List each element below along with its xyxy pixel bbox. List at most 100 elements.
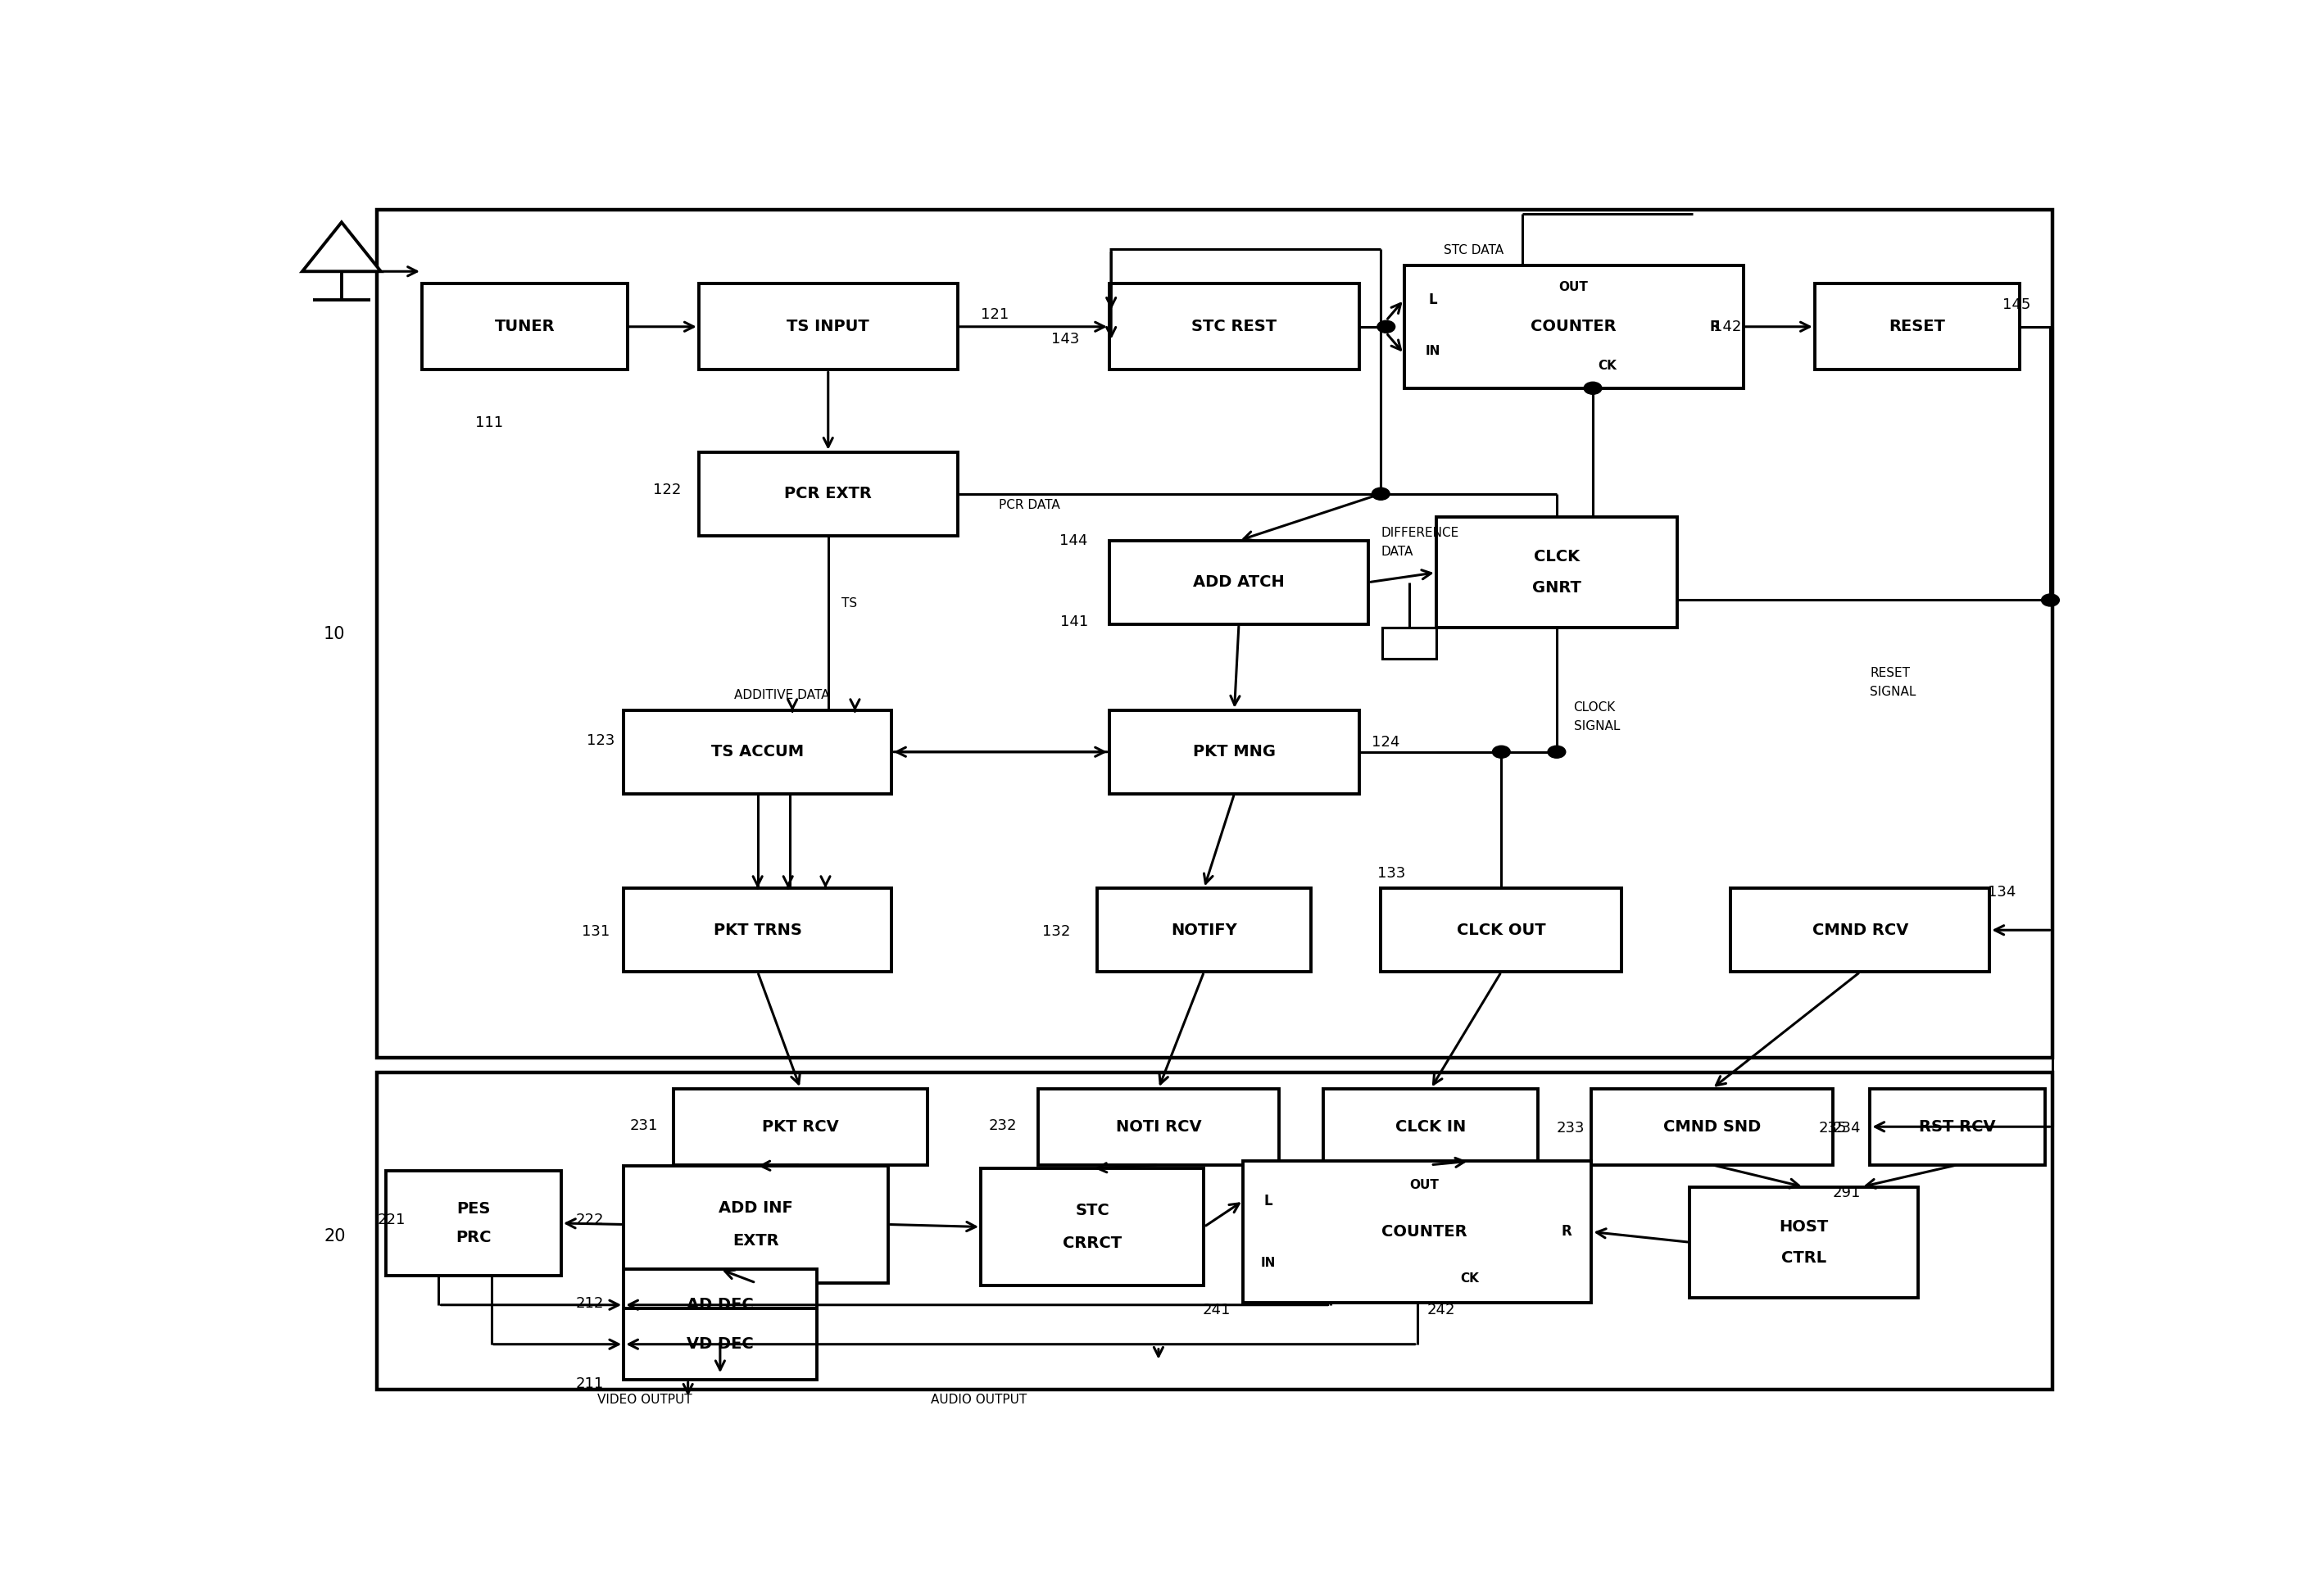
Circle shape	[1378, 321, 1396, 334]
Circle shape	[1371, 488, 1389, 500]
Bar	[422, 284, 627, 370]
Bar	[1435, 517, 1677, 627]
Text: SIGNAL: SIGNAL	[1871, 686, 1917, 697]
Bar	[378, 211, 2053, 1058]
Text: VD DEC: VD DEC	[687, 1336, 753, 1352]
Text: DIFFERENCE: DIFFERENCE	[1380, 527, 1458, 539]
Circle shape	[1583, 381, 1601, 394]
Text: CLCK IN: CLCK IN	[1396, 1119, 1465, 1135]
Bar	[698, 452, 958, 536]
Bar	[982, 1168, 1205, 1285]
Text: 10: 10	[323, 626, 346, 642]
Text: IN: IN	[1260, 1256, 1276, 1269]
Text: 234: 234	[1832, 1120, 1862, 1135]
Text: ADD ATCH: ADD ATCH	[1193, 575, 1286, 591]
Text: STC REST: STC REST	[1191, 319, 1276, 335]
Text: STC DATA: STC DATA	[1442, 244, 1502, 257]
Text: 132: 132	[1041, 924, 1069, 938]
Text: PKT RCV: PKT RCV	[763, 1119, 839, 1135]
Bar	[1382, 627, 1435, 659]
Text: 121: 121	[982, 306, 1009, 322]
Text: CLCK OUT: CLCK OUT	[1456, 922, 1546, 938]
Text: NOTI RCV: NOTI RCV	[1115, 1119, 1200, 1135]
Text: PKT TRNS: PKT TRNS	[714, 922, 802, 938]
Text: STC: STC	[1076, 1203, 1111, 1218]
Bar	[1689, 1187, 1919, 1298]
Bar	[1592, 1088, 1832, 1165]
Text: CRRCT: CRRCT	[1062, 1235, 1122, 1251]
Text: TS ACCUM: TS ACCUM	[712, 744, 804, 760]
Text: CMND SND: CMND SND	[1663, 1119, 1760, 1135]
Text: COUNTER: COUNTER	[1382, 1224, 1468, 1240]
Bar	[1244, 1162, 1592, 1302]
Text: 133: 133	[1378, 867, 1405, 881]
Text: 291: 291	[1832, 1186, 1862, 1200]
Text: ADD INF: ADD INF	[719, 1200, 793, 1216]
Text: RESET: RESET	[1889, 319, 1945, 335]
Text: IN: IN	[1426, 345, 1440, 358]
Text: RST RCV: RST RCV	[1919, 1119, 1995, 1135]
Text: CK: CK	[1461, 1272, 1479, 1285]
Bar	[1322, 1088, 1539, 1165]
Text: 232: 232	[988, 1119, 1016, 1133]
Text: 242: 242	[1426, 1302, 1456, 1317]
Text: HOST: HOST	[1779, 1219, 1829, 1235]
Text: CK: CK	[1599, 359, 1617, 372]
Text: PCR DATA: PCR DATA	[998, 498, 1060, 511]
Text: 124: 124	[1371, 734, 1401, 750]
Text: 241: 241	[1203, 1302, 1230, 1317]
Bar	[624, 1167, 887, 1283]
Text: PRC: PRC	[456, 1231, 491, 1245]
Text: NOTIFY: NOTIFY	[1170, 922, 1237, 938]
Text: PES: PES	[456, 1200, 491, 1216]
Text: R: R	[1710, 319, 1719, 334]
Bar	[624, 1269, 816, 1341]
Text: 222: 222	[576, 1213, 604, 1227]
Text: 134: 134	[1988, 884, 2016, 900]
Text: 233: 233	[1555, 1120, 1585, 1135]
Bar	[387, 1171, 562, 1275]
Text: PCR EXTR: PCR EXTR	[783, 487, 871, 501]
Text: TUNER: TUNER	[495, 319, 555, 335]
Polygon shape	[302, 222, 380, 271]
Bar	[1111, 284, 1359, 370]
Text: L: L	[1428, 292, 1438, 306]
Bar	[624, 1309, 816, 1381]
Bar	[1111, 541, 1369, 624]
Text: COUNTER: COUNTER	[1530, 319, 1617, 335]
Text: VIDEO OUTPUT: VIDEO OUTPUT	[597, 1393, 691, 1406]
Text: CTRL: CTRL	[1781, 1250, 1827, 1266]
Text: 211: 211	[576, 1376, 604, 1392]
Text: L: L	[1265, 1194, 1272, 1208]
Text: 212: 212	[576, 1296, 604, 1310]
Bar	[624, 710, 892, 793]
Text: 235: 235	[1818, 1120, 1848, 1135]
Bar	[1816, 284, 2021, 370]
Text: 145: 145	[2002, 297, 2030, 311]
Text: CLOCK: CLOCK	[1574, 702, 1615, 713]
Bar	[1037, 1088, 1279, 1165]
Text: CLCK: CLCK	[1534, 549, 1581, 565]
Text: AD DEC: AD DEC	[687, 1298, 753, 1312]
Text: 131: 131	[581, 924, 608, 938]
Text: 231: 231	[629, 1119, 657, 1133]
Text: R: R	[1562, 1224, 1571, 1238]
Text: EXTR: EXTR	[733, 1234, 779, 1248]
Circle shape	[2041, 594, 2060, 606]
Text: 142: 142	[1712, 319, 1742, 334]
Text: OUT: OUT	[1410, 1179, 1440, 1191]
Text: DATA: DATA	[1380, 546, 1412, 557]
Text: CMND RCV: CMND RCV	[1813, 922, 1908, 938]
Text: GNRT: GNRT	[1532, 581, 1581, 595]
Bar	[673, 1088, 926, 1165]
Bar	[1111, 710, 1359, 793]
Bar	[378, 1073, 2053, 1390]
Circle shape	[1548, 745, 1567, 758]
Circle shape	[1493, 745, 1509, 758]
Bar	[698, 284, 958, 370]
Text: ADDITIVE DATA: ADDITIVE DATA	[735, 689, 829, 702]
Text: 20: 20	[323, 1227, 346, 1245]
Text: AUDIO OUTPUT: AUDIO OUTPUT	[931, 1393, 1028, 1406]
Text: RESET: RESET	[1871, 667, 1910, 680]
Text: 144: 144	[1060, 533, 1087, 547]
